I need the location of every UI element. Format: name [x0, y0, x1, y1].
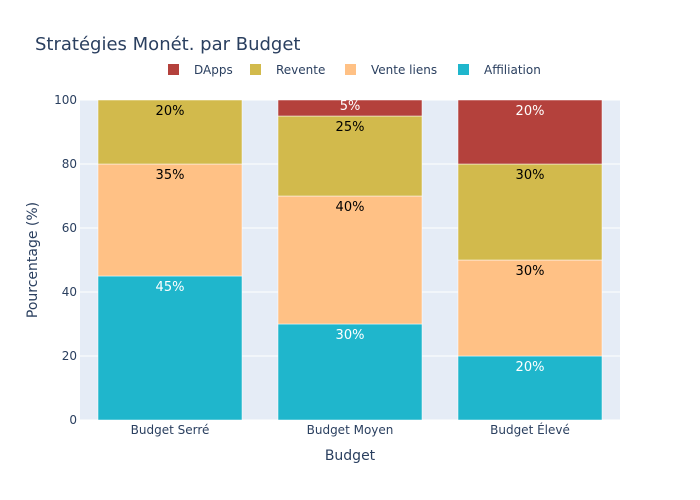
bars: 45% 35% 20% 30% 40% 25% 5% 20% 30% 30% 20% — [97, 99, 603, 421]
bar-segment — [97, 163, 243, 277]
y-tick-label: 40 — [62, 285, 77, 299]
legend-item-label: DApps — [194, 63, 233, 77]
bar-data-label: 45% — [156, 280, 185, 295]
legend-item-label: Vente liens — [371, 63, 437, 77]
x-axis-title: Budget — [325, 448, 376, 464]
bar-segment — [97, 275, 243, 421]
bar-data-label: 25% — [336, 120, 365, 135]
chart-title: Stratégies Monét. par Budget — [35, 34, 301, 55]
bar-segment — [457, 99, 603, 165]
bar-data-label: 20% — [156, 104, 185, 119]
bar-segment — [277, 323, 423, 421]
x-tick-label: Budget Moyen — [307, 423, 394, 437]
bar-data-label: 20% — [516, 360, 545, 375]
y-tick-label: 80 — [62, 157, 77, 171]
bar-segment — [277, 115, 423, 197]
bar-segment — [457, 259, 603, 357]
bar-segment — [277, 99, 423, 117]
bar-data-label: 35% — [156, 168, 185, 183]
legend-item-label: Revente — [276, 63, 325, 77]
legend: DApps Revente Vente liens Affiliation — [168, 63, 541, 77]
bar-data-label: 30% — [516, 168, 545, 183]
y-tick-label: 0 — [69, 413, 77, 427]
bar-data-label: 30% — [516, 264, 545, 279]
bar-segment — [457, 355, 603, 421]
legend-swatch — [458, 64, 469, 75]
y-axis-title: Pourcentage (%) — [25, 202, 41, 318]
bar-data-label: 5% — [340, 99, 361, 114]
bar-data-label: 40% — [336, 200, 365, 215]
legend-swatch — [168, 64, 179, 75]
bar-segment — [97, 99, 243, 165]
y-tick-label: 20 — [62, 349, 77, 363]
x-tick-label: Budget Serré — [131, 423, 210, 437]
legend-swatch — [345, 64, 356, 75]
legend-swatch — [250, 64, 261, 75]
bar-data-label: 30% — [336, 328, 365, 343]
x-tick-labels: Budget Serré Budget Moyen Budget Élevé — [131, 422, 570, 437]
x-tick-label: Budget Élevé — [490, 422, 570, 437]
y-tick-labels: 0 20 40 60 80 100 — [54, 93, 77, 427]
bar-segment — [457, 163, 603, 261]
y-tick-label: 60 — [62, 221, 77, 235]
y-tick-label: 100 — [54, 93, 77, 107]
bar-segment — [277, 195, 423, 325]
legend-item-label: Affiliation — [484, 63, 541, 77]
bar-data-label: 20% — [516, 104, 545, 119]
